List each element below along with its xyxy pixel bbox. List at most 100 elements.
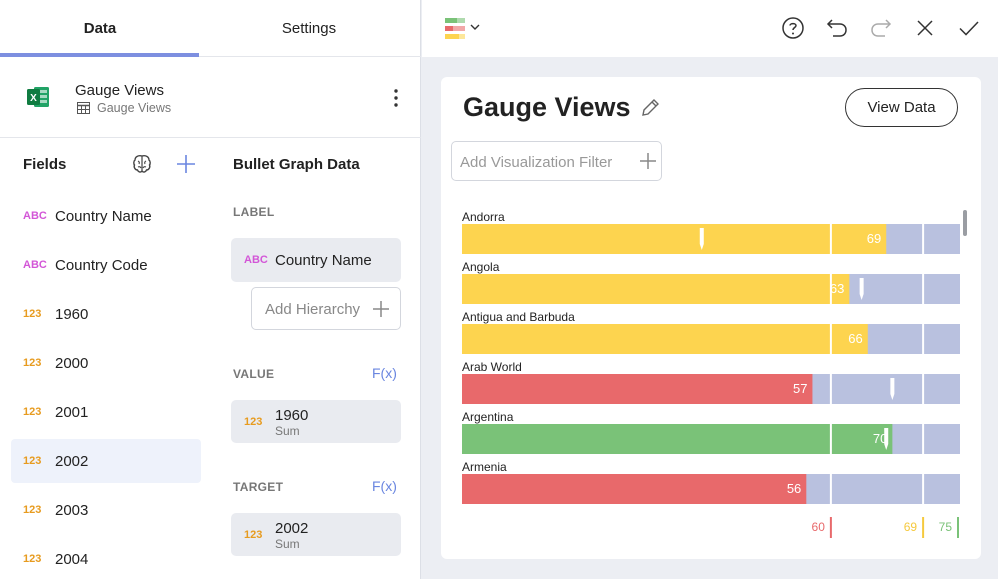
view-data-button[interactable]: View Data — [845, 88, 958, 127]
plus-icon — [640, 153, 656, 169]
target-marker — [699, 228, 704, 250]
field-item[interactable]: 123 2002 — [11, 439, 201, 483]
label-field-name: Country Name — [275, 252, 372, 269]
target-field-aggregation: Sum — [275, 537, 300, 551]
field-name: 2003 — [55, 501, 89, 519]
value-bar — [462, 274, 850, 304]
undo-icon[interactable] — [825, 16, 849, 40]
field-item[interactable]: ABC Country Name — [11, 194, 201, 238]
field-type-badge: 123 — [23, 406, 42, 418]
chart-scrollbar[interactable] — [963, 210, 967, 236]
field-type-badge: ABC — [244, 254, 268, 266]
field-name: 2001 — [55, 403, 89, 421]
value-bar — [462, 224, 887, 254]
target-field-name: 2002 — [275, 520, 309, 537]
value-label: 57 — [793, 381, 807, 396]
panel-tabs: Data Settings — [0, 0, 421, 57]
add-hierarchy-button[interactable]: Add Hierarchy — [251, 287, 401, 330]
band-tick-label: 60 — [812, 520, 826, 534]
data-source-subtitle: Gauge Views — [77, 101, 171, 115]
field-type-badge: 123 — [23, 308, 42, 320]
visualization-type-selector[interactable] — [444, 17, 484, 41]
add-field-icon[interactable] — [175, 153, 197, 175]
table-icon — [77, 102, 90, 114]
value-field-aggregation: Sum — [275, 424, 300, 438]
field-name: 2002 — [55, 452, 89, 470]
value-section-title: VALUE — [233, 367, 275, 381]
field-name: 2000 — [55, 354, 89, 372]
data-editor-panel: Data Settings X Gauge Views — [0, 0, 421, 579]
more-options-icon[interactable] — [390, 87, 402, 109]
field-name: 1960 — [55, 305, 89, 323]
visualization-title[interactable]: Gauge Views — [463, 92, 631, 122]
target-formula-button[interactable]: F(x) — [372, 478, 397, 494]
data-source-subtitle-text: Gauge Views — [97, 101, 172, 115]
value-formula-button[interactable]: F(x) — [372, 365, 397, 381]
field-type-badge: 123 — [23, 553, 42, 565]
value-label: 69 — [867, 231, 881, 246]
row-label: Angola — [462, 260, 500, 274]
active-tab-indicator — [0, 53, 199, 57]
brain-icon[interactable] — [131, 153, 153, 175]
close-icon[interactable] — [913, 16, 937, 40]
row-label: Andorra — [462, 210, 505, 224]
field-item[interactable]: 123 2003 — [11, 488, 201, 532]
target-section-title: TARGET — [233, 480, 284, 494]
data-source-header: X Gauge Views Gauge Views — [0, 57, 421, 138]
row-label: Antigua and Barbuda — [462, 310, 575, 324]
row-label: Arab World — [462, 360, 522, 374]
target-marker — [890, 378, 895, 400]
excel-icon: X — [27, 87, 49, 107]
value-label: 63 — [830, 281, 844, 296]
field-name: 2004 — [55, 550, 89, 568]
fields-heading: Fields — [23, 156, 67, 173]
band-tick-label: 75 — [939, 520, 953, 534]
target-marker — [859, 278, 864, 300]
field-name: Country Name — [55, 207, 152, 225]
field-type-badge: 123 — [23, 504, 42, 516]
label-section-title: LABEL — [233, 205, 275, 219]
value-bar — [462, 424, 893, 454]
bullet-graph-chart: Andorra 69 Angola 63 Antigua and Barbuda 66 Ar… — [462, 210, 960, 538]
field-item[interactable]: 123 2001 — [11, 390, 201, 434]
value-field-slot[interactable]: 123 1960 Sum — [231, 400, 401, 443]
help-icon[interactable] — [781, 16, 805, 40]
check-icon[interactable] — [957, 16, 981, 40]
value-label: 56 — [787, 481, 801, 496]
field-type-badge: ABC — [23, 259, 47, 271]
field-type-badge: 123 — [23, 455, 42, 467]
field-name: Country Code — [55, 256, 148, 274]
add-visualization-filter[interactable]: Add Visualization Filter — [451, 141, 662, 181]
bullet-graph-icon — [445, 18, 480, 39]
value-bar — [462, 374, 813, 404]
filter-placeholder: Add Visualization Filter — [460, 154, 613, 171]
visualization-card: Gauge Views View Data Add Visualization … — [441, 77, 981, 559]
field-type-badge: 123 — [244, 529, 263, 541]
data-source-title: Gauge Views — [75, 82, 164, 99]
field-type-badge: 123 — [244, 416, 263, 428]
field-item[interactable]: ABC Country Code — [11, 243, 201, 287]
svg-text:X: X — [30, 93, 37, 104]
plus-icon — [373, 301, 389, 317]
value-field-name: 1960 — [275, 407, 309, 424]
field-type-badge: ABC — [23, 210, 47, 222]
bullet-graph-data-heading: Bullet Graph Data — [233, 156, 360, 173]
value-label: 70 — [873, 431, 887, 446]
label-field-slot[interactable]: ABC Country Name — [231, 238, 401, 282]
target-field-slot[interactable]: 123 2002 Sum — [231, 513, 401, 556]
tab-settings[interactable]: Settings — [281, 20, 337, 37]
value-label: 66 — [848, 331, 862, 346]
row-label: Argentina — [462, 410, 514, 424]
add-hierarchy-label: Add Hierarchy — [265, 301, 361, 318]
target-marker — [884, 428, 889, 450]
field-item[interactable]: 123 2000 — [11, 341, 201, 385]
row-label: Armenia — [462, 460, 507, 474]
value-bar — [462, 474, 807, 504]
field-item[interactable]: 123 1960 — [11, 292, 201, 336]
field-item[interactable]: 123 2004 — [11, 537, 201, 579]
band-tick-label: 69 — [904, 520, 918, 534]
tab-data[interactable]: Data — [83, 20, 117, 37]
redo-icon[interactable] — [869, 16, 893, 40]
edit-pencil-icon[interactable] — [639, 97, 661, 119]
